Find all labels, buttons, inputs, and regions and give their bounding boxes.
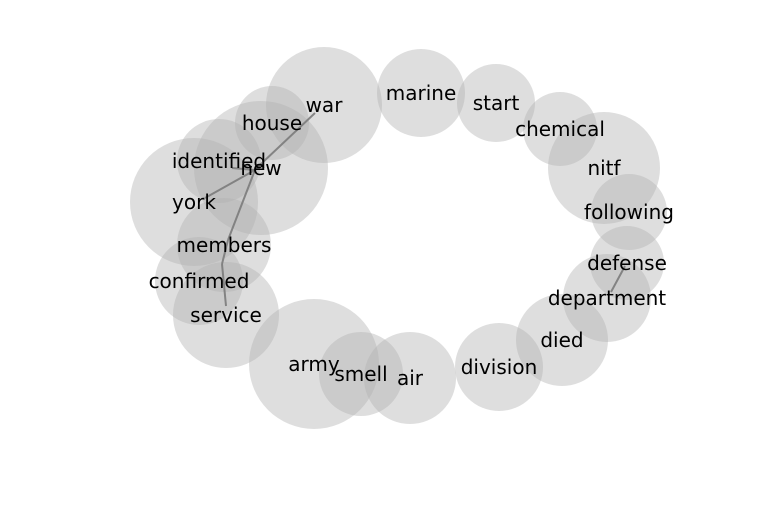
node-label-nitf: nitf xyxy=(587,156,621,180)
bubble-war xyxy=(266,47,382,163)
bubble-division xyxy=(455,323,543,411)
bubble-confirmed xyxy=(155,237,243,325)
bubble-defense xyxy=(590,226,664,300)
bubble-members xyxy=(177,198,271,292)
node-label-air: air xyxy=(397,366,424,390)
edge-house-new xyxy=(254,162,263,171)
edge-members-service xyxy=(221,263,227,307)
bubble-department xyxy=(563,254,651,342)
bubble-nitf xyxy=(548,112,660,224)
bubble-chemical xyxy=(523,92,597,166)
bubble-air xyxy=(364,332,456,424)
node-label-service: service xyxy=(190,303,262,327)
bubble-following xyxy=(591,174,667,250)
edge-war-new xyxy=(261,112,316,164)
node-label-chemical: chemical xyxy=(515,117,605,141)
node-label-marine: marine xyxy=(386,81,457,105)
node-label-new: new xyxy=(240,156,281,180)
edge-york-new xyxy=(204,169,256,199)
edge-defense-department xyxy=(610,265,626,293)
node-label-smell: smell xyxy=(334,362,387,386)
bubble-house xyxy=(235,86,309,160)
node-label-house: house xyxy=(242,111,302,135)
node-label-died: died xyxy=(540,328,583,352)
bubble-smell xyxy=(319,332,403,416)
node-label-division: division xyxy=(461,355,538,379)
bubble-layer xyxy=(130,47,667,429)
edge-layer xyxy=(204,112,626,307)
edge-members-new xyxy=(227,169,256,241)
node-label-department: department xyxy=(548,286,666,310)
bubble-start xyxy=(457,64,535,142)
node-label-army: army xyxy=(288,352,340,376)
bubble-identified xyxy=(177,119,261,203)
node-label-york: york xyxy=(172,190,216,214)
bubble-died xyxy=(516,294,608,386)
node-label-war: war xyxy=(306,93,344,117)
node-label-members: members xyxy=(177,233,272,257)
node-label-following: following xyxy=(584,200,674,224)
node-label-identified: identified xyxy=(172,149,266,173)
edge-members-york xyxy=(221,239,229,265)
node-label-start: start xyxy=(473,91,520,115)
bubble-new xyxy=(194,101,328,235)
bubble-service xyxy=(173,262,279,368)
bubble-marine xyxy=(377,49,465,137)
node-label-defense: defense xyxy=(587,251,667,275)
edge-identified-new xyxy=(231,167,256,171)
bubble-york xyxy=(130,138,258,266)
node-label-confirmed: confirmed xyxy=(149,269,250,293)
bubble-army xyxy=(249,299,379,429)
